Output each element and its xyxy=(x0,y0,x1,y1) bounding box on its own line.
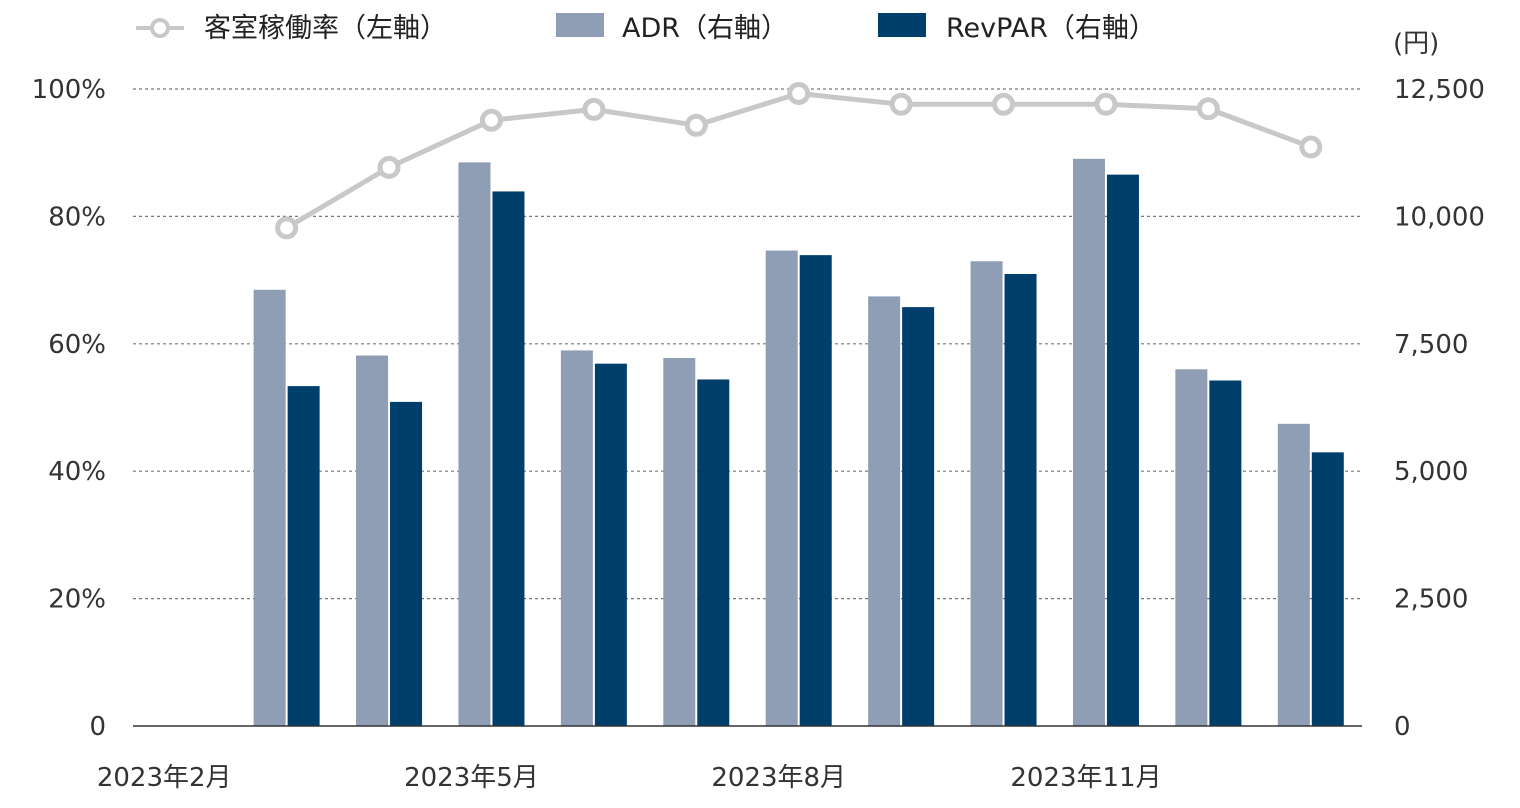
adr-bar xyxy=(1175,369,1208,726)
occupancy-point xyxy=(1299,135,1323,159)
x-axis-tick-label: 2023年11月 xyxy=(1010,763,1161,793)
adr-bar xyxy=(868,296,901,726)
revpar-bar xyxy=(287,386,320,726)
right-axis-tick-label: 0 xyxy=(1394,712,1411,742)
revpar-bar xyxy=(1106,174,1139,726)
adr-bar xyxy=(1277,423,1310,726)
adr-bar xyxy=(253,289,286,726)
revpar-bar xyxy=(1209,380,1242,726)
occupancy-point xyxy=(1196,97,1220,121)
revpar-bar xyxy=(697,379,730,726)
legend-label-revpar: RevPAR（右軸） xyxy=(946,13,1156,44)
adr-bar xyxy=(458,162,491,727)
legend-swatch-revpar xyxy=(878,13,926,37)
occupancy-point xyxy=(889,92,913,116)
left-axis-tick-label: 60% xyxy=(48,330,106,360)
occupancy-point xyxy=(582,97,606,121)
adr-bar xyxy=(970,261,1003,726)
x-axis-tick-label: 2023年8月 xyxy=(711,763,846,793)
adr-bar xyxy=(356,355,389,726)
left-axis-tick-label: 100% xyxy=(32,75,106,105)
left-axis-tick-label: 40% xyxy=(48,457,106,487)
left-axis-tick-label: 0 xyxy=(89,712,106,742)
left-axis-tick-label: 80% xyxy=(48,202,106,232)
legend-label-occupancy: 客室稼働率（左軸） xyxy=(204,13,447,44)
occupancy-point xyxy=(684,113,708,137)
gridlines xyxy=(133,88,1362,600)
revpar-bar xyxy=(902,307,935,726)
revpar-bar xyxy=(492,191,525,727)
right-axis-unit-label: (円) xyxy=(1393,29,1439,59)
occupancy-point xyxy=(479,108,503,132)
legend-item-occupancy: 客室稼働率（左軸） xyxy=(136,13,447,44)
revpar-bar xyxy=(594,363,627,726)
right-axis-tick-label: 2,500 xyxy=(1394,585,1468,615)
legend-label-adr: ADR（右軸） xyxy=(622,13,788,44)
revpar-bar xyxy=(799,255,832,727)
right-axis-tick-label: 12,500 xyxy=(1394,75,1485,105)
adr-bar xyxy=(765,250,798,726)
adr-bar xyxy=(1072,158,1105,727)
right-axis-tick-label: 5,000 xyxy=(1394,457,1468,487)
right-axis-tick-label: 10,000 xyxy=(1394,202,1485,232)
right-axis-tick-label: 7,500 xyxy=(1394,330,1468,360)
x-axis-tick-label: 2023年2月 xyxy=(97,763,232,793)
adr-bar xyxy=(560,350,593,726)
revpar-bar xyxy=(390,401,423,726)
occupancy-point xyxy=(1094,92,1118,116)
bars xyxy=(253,158,1344,727)
occupancy-point xyxy=(275,216,299,240)
legend-marker-swatch xyxy=(150,18,170,38)
legend-item-revpar: RevPAR（右軸） xyxy=(878,13,1156,44)
legend-item-adr: ADR（右軸） xyxy=(556,13,788,44)
revpar-bar xyxy=(1004,273,1037,726)
adr-bar xyxy=(663,358,696,726)
occupancy-series-line xyxy=(285,90,1312,231)
legend-swatch-adr xyxy=(556,13,604,37)
revpar-bar xyxy=(1311,452,1344,726)
x-axis-tick-label: 2023年5月 xyxy=(404,763,539,793)
axes: 0 0 20% 2,500 40% 5,000 60% 7,500 80% 10,000 100% 1… xyxy=(32,75,1485,793)
occupancy-point xyxy=(992,92,1016,116)
occupancy-point xyxy=(377,155,401,179)
occupancy-point xyxy=(787,81,811,105)
left-axis-tick-label: 20% xyxy=(48,585,106,615)
occupancy-line xyxy=(275,81,1323,240)
legend: 客室稼働率（左軸） ADR（右軸） RevPAR（右軸） xyxy=(136,13,1156,44)
